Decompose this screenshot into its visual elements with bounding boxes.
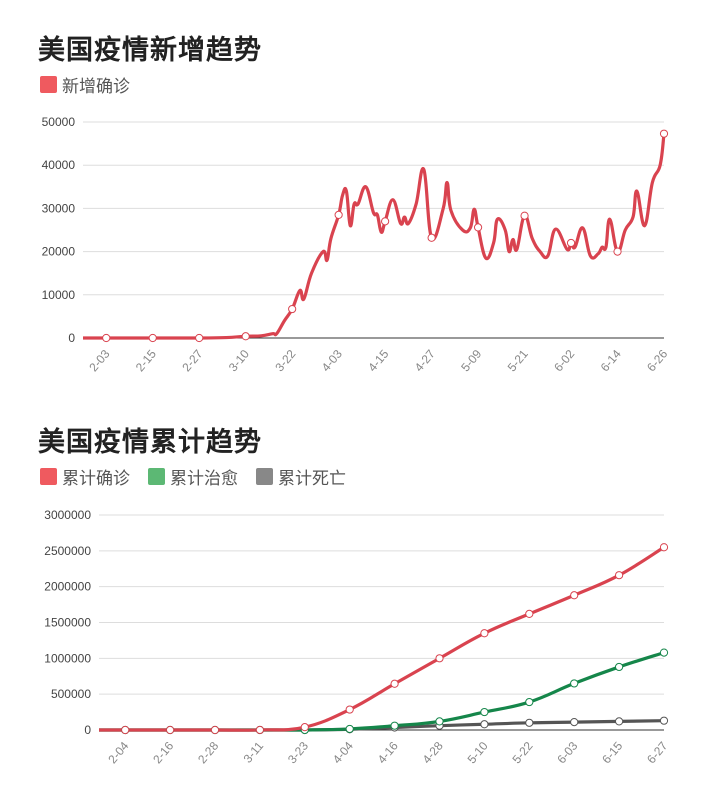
data-point-marker (614, 571, 624, 580)
data-point-marker (435, 717, 444, 726)
data-point-marker (659, 129, 669, 138)
data-point-marker (520, 211, 529, 220)
data-point-marker (570, 679, 579, 688)
data-point-marker (525, 697, 534, 707)
data-point-marker (148, 333, 157, 343)
data-point-marker (570, 591, 579, 600)
legend-label: 累计确诊 (62, 469, 130, 489)
data-point-marker (195, 333, 204, 343)
x-tick-label: 5-22 (509, 739, 535, 767)
x-tick-label: 4-28 (420, 739, 446, 767)
x-tick-label: 4-16 (375, 739, 401, 767)
data-point-marker (390, 721, 399, 730)
data-point-marker (659, 648, 669, 657)
data-point-marker (165, 725, 175, 735)
legend-swatch (40, 468, 57, 485)
y-tick-label: 2000000 (44, 580, 91, 594)
x-tick-label: 6-27 (644, 739, 670, 767)
y-tick-label: 30000 (42, 201, 76, 215)
data-point-marker (435, 654, 444, 663)
series-line-0 (99, 545, 665, 732)
y-tick-label: 20000 (42, 245, 76, 259)
data-point-marker (210, 725, 220, 735)
y-tick-label: 10000 (42, 288, 76, 302)
x-tick-label: 5-10 (465, 739, 491, 767)
data-point-marker (525, 718, 534, 727)
data-point-marker (566, 238, 576, 248)
data-point-marker (659, 716, 669, 725)
x-tick-label: 2-16 (150, 739, 176, 767)
legend-label: 累计死亡 (278, 469, 346, 489)
chart-title-cumulative: 美国疫情累计趋势 (38, 427, 262, 458)
data-point-marker (390, 679, 399, 688)
data-point-marker (613, 247, 622, 256)
data-point-marker (288, 304, 297, 314)
legend-label: 新增确诊 (62, 77, 130, 97)
data-point-marker (473, 223, 483, 232)
data-point-marker (241, 332, 250, 341)
data-point-marker (345, 724, 354, 734)
x-tick-label: 2-28 (195, 739, 221, 767)
x-tick-label: 6-03 (554, 739, 580, 767)
data-point-marker (255, 725, 264, 735)
y-tick-label: 50000 (42, 115, 76, 129)
x-tick-label: 3-23 (285, 739, 311, 767)
legend-new-cases: 新增确诊 (40, 72, 130, 97)
x-tick-label: 2-04 (105, 739, 131, 767)
x-tick-label: 3-11 (241, 739, 267, 766)
data-point-marker (480, 707, 489, 717)
x-tick-label: 4-04 (330, 739, 356, 767)
y-tick-label: 1500000 (44, 616, 91, 630)
y-tick-label: 0 (84, 723, 91, 737)
data-point-marker (121, 725, 130, 735)
legend-item-new-confirmed[interactable]: 新增确诊 (40, 72, 130, 97)
legend-label: 累计治愈 (170, 469, 238, 489)
legend-item-cumulative-recovered[interactable]: 累计治愈 (148, 464, 238, 489)
y-tick-label: 1000000 (44, 651, 91, 665)
series-line-0 (82, 133, 666, 340)
data-point-marker (480, 629, 489, 638)
legend-swatch (40, 76, 57, 93)
data-point-marker (525, 609, 534, 619)
legend-item-cumulative-deaths[interactable]: 累计死亡 (256, 464, 346, 489)
data-point-marker (614, 662, 624, 672)
data-point-marker (345, 705, 354, 714)
data-point-marker (381, 217, 390, 226)
data-point-marker (300, 723, 309, 732)
data-point-marker (480, 720, 489, 729)
data-point-marker (614, 717, 624, 726)
data-point-marker (659, 543, 669, 552)
data-point-marker (334, 210, 343, 219)
data-point-marker (570, 718, 579, 727)
y-tick-label: 0 (68, 331, 75, 345)
y-tick-label: 2500000 (44, 544, 91, 558)
data-point-marker (427, 233, 436, 242)
legend-swatch (256, 468, 273, 485)
data-point-marker (102, 333, 111, 343)
legend-swatch (148, 468, 165, 485)
x-tick-label: 6-15 (599, 739, 625, 767)
y-tick-label: 40000 (42, 158, 76, 172)
legend-cumulative: 累计确诊 累计治愈 累计死亡 (40, 464, 346, 489)
y-tick-label: 3000000 (44, 508, 91, 522)
legend-item-cumulative-confirmed[interactable]: 累计确诊 (40, 464, 130, 489)
y-tick-label: 500000 (51, 687, 91, 701)
chart-title-new-cases: 美国疫情新增趋势 (38, 35, 262, 66)
